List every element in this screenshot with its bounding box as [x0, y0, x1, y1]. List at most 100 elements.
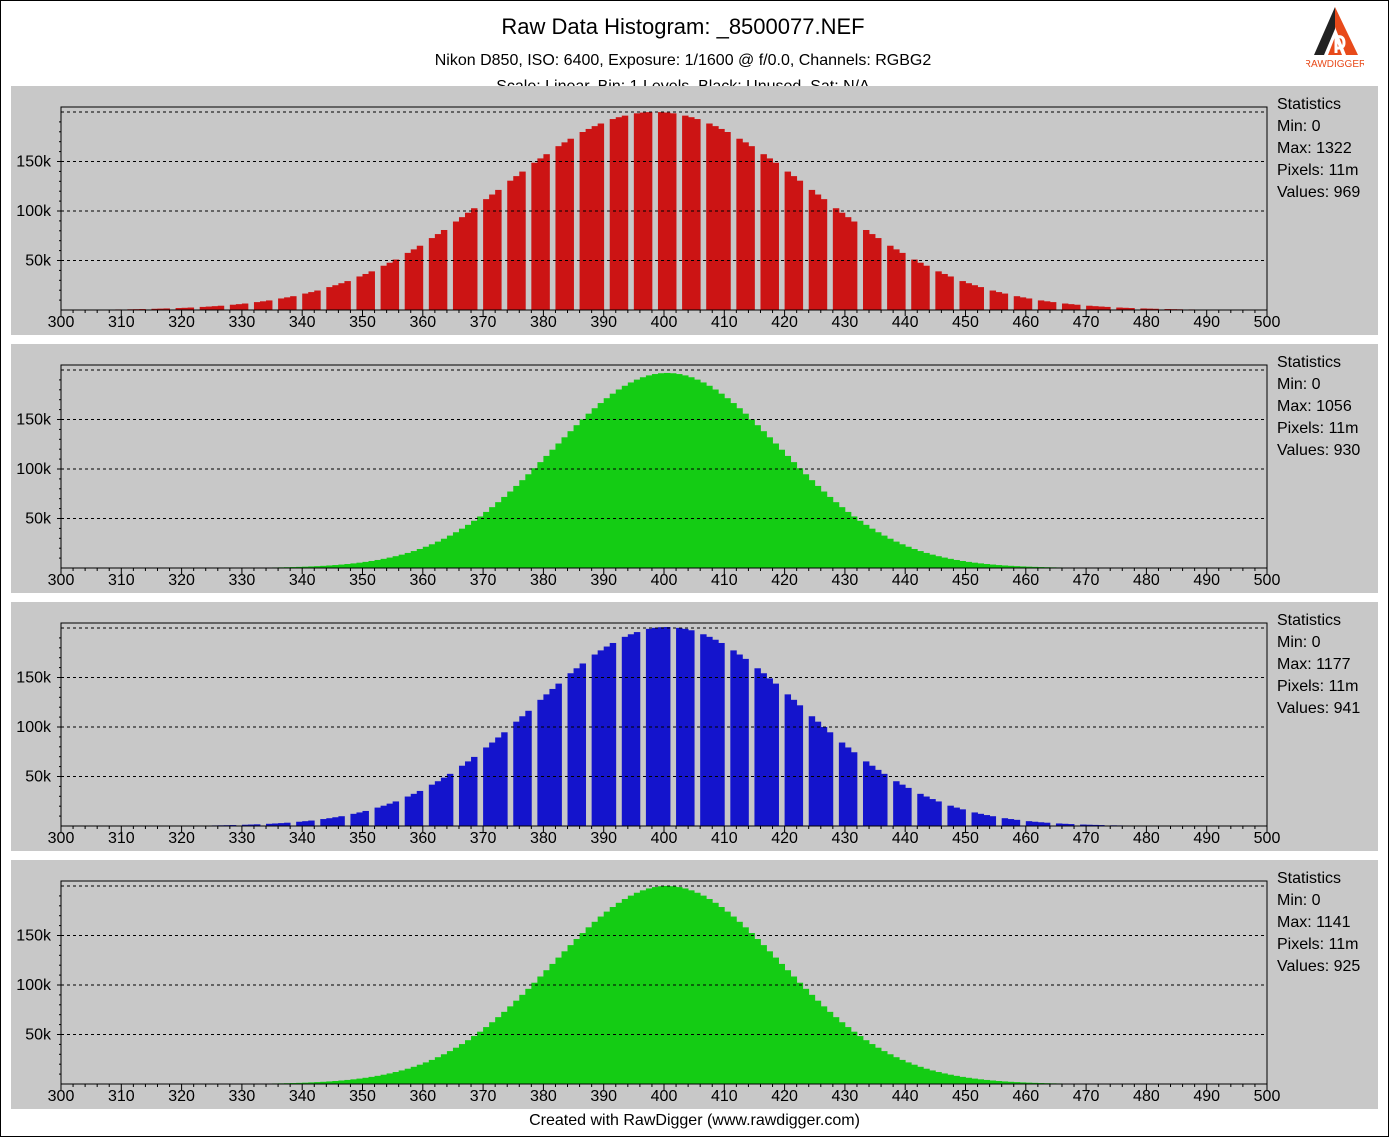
- histogram-bar: [597, 916, 605, 1084]
- histogram-bar: [838, 507, 846, 568]
- x-tick-label: 330: [229, 1088, 256, 1105]
- x-tick-label: 430: [832, 572, 859, 589]
- histogram-bar: [911, 1064, 918, 1084]
- x-tick-label: 460: [1012, 830, 1039, 847]
- histogram-panel-red: 50k 100k 150k 300 310 320 330 340 350 360 370 380 39…: [11, 86, 1378, 335]
- histogram-bar: [326, 287, 333, 310]
- histogram-bar: [790, 976, 798, 1084]
- histogram-bar: [983, 815, 991, 826]
- histogram-bar: [1019, 297, 1027, 310]
- histogram-bar: [585, 927, 593, 1084]
- histogram-bar: [615, 117, 623, 310]
- histogram-bar: [465, 524, 472, 568]
- histogram-bar: [844, 511, 852, 568]
- histogram-bar: [567, 945, 574, 1084]
- stats-values: Values: 969: [1277, 184, 1361, 201]
- histogram-bar: [917, 1066, 924, 1084]
- histogram-bar: [537, 976, 544, 1084]
- histogram-bar: [597, 403, 605, 568]
- x-tick-label: 350: [349, 314, 376, 331]
- histogram-bar: [965, 1077, 972, 1084]
- histogram-bar: [742, 927, 749, 1084]
- histogram-bar: [862, 1040, 870, 1084]
- histogram-bar: [700, 634, 707, 826]
- x-tick-label: 380: [530, 1088, 557, 1105]
- histogram-bar: [555, 683, 562, 826]
- histogram-bar: [760, 431, 767, 568]
- stats-max: Max: 1177: [1277, 656, 1351, 673]
- histogram-bar: [163, 308, 170, 310]
- histogram-bar: [543, 970, 550, 1084]
- histogram-bar: [1013, 819, 1021, 826]
- x-tick-label: 410: [711, 1088, 738, 1105]
- histogram-bar: [495, 502, 502, 568]
- histogram-bar: [356, 562, 363, 568]
- histogram-bar: [826, 732, 834, 826]
- histogram-bar: [416, 1064, 424, 1084]
- x-tick-label: 320: [168, 830, 195, 847]
- histogram-bar: [543, 154, 550, 310]
- histogram-bar: [525, 474, 532, 568]
- histogram-bar: [887, 1054, 894, 1084]
- histogram-bar: [374, 559, 381, 568]
- histogram-bar: [507, 491, 514, 568]
- histogram-bar: [308, 1082, 315, 1084]
- histogram-bar: [501, 496, 508, 568]
- histogram-bar: [1001, 293, 1009, 310]
- histogram-bar: [766, 678, 773, 826]
- histogram-bar: [495, 737, 502, 826]
- x-tick-label: 450: [952, 314, 979, 331]
- histogram-bar: [736, 654, 743, 826]
- x-tick-label: 330: [229, 830, 256, 847]
- histogram-bar: [356, 1078, 363, 1084]
- x-tick-label: 380: [530, 572, 557, 589]
- histogram-bar: [603, 398, 611, 568]
- histogram-bar: [633, 892, 641, 1084]
- histogram-bar: [633, 632, 641, 826]
- histogram-bar: [953, 807, 960, 826]
- histogram-bar: [766, 437, 773, 568]
- histogram-bar: [458, 1044, 466, 1084]
- histogram-bar: [784, 171, 792, 310]
- histogram-bar: [929, 1070, 936, 1084]
- histogram-bar: [694, 119, 701, 310]
- histogram-bar: [627, 382, 635, 568]
- histogram-bar: [893, 249, 900, 310]
- histogram-bar: [832, 1017, 840, 1084]
- histogram-bar: [899, 544, 906, 568]
- histogram-bar: [537, 462, 544, 568]
- stats-min: Min: 0: [1277, 376, 1321, 393]
- stats-block-green2: Statistics Min: 0 Max: 1141 Pixels: 11m …: [1277, 868, 1360, 978]
- histogram-bar: [525, 710, 532, 826]
- x-tick-label: 360: [409, 830, 436, 847]
- histogram-bar: [742, 658, 749, 826]
- histogram-bar: [585, 128, 593, 310]
- histogram-bar: [591, 654, 599, 826]
- histogram-bar: [1001, 565, 1009, 568]
- histogram-bar: [1152, 308, 1159, 310]
- histogram-bar: [380, 558, 388, 568]
- histogram-bar: [350, 813, 357, 826]
- histogram-bar: [706, 898, 713, 1084]
- histogram-bar: [905, 1062, 912, 1084]
- histogram-bar: [380, 805, 388, 826]
- histogram-bar: [778, 963, 785, 1084]
- histogram-bar: [350, 1079, 357, 1084]
- histogram-bar: [314, 290, 321, 310]
- histogram-bar: [694, 892, 701, 1084]
- histogram-bar: [688, 377, 695, 568]
- histogram-bar: [157, 308, 164, 310]
- histogram-bar: [296, 1082, 303, 1084]
- histogram-bar: [422, 1062, 430, 1084]
- histogram-bar: [380, 265, 388, 310]
- histogram-bar: [790, 699, 798, 826]
- histogram-bar: [639, 890, 647, 1084]
- histogram-bar: [862, 229, 870, 310]
- histogram-bar: [850, 752, 858, 826]
- histogram-bar: [567, 138, 574, 310]
- histogram-bar: [766, 951, 773, 1084]
- histogram-bar: [627, 634, 635, 826]
- histogram-bar: [314, 566, 321, 568]
- histogram-bar: [700, 382, 707, 568]
- histogram-bar: [392, 801, 400, 826]
